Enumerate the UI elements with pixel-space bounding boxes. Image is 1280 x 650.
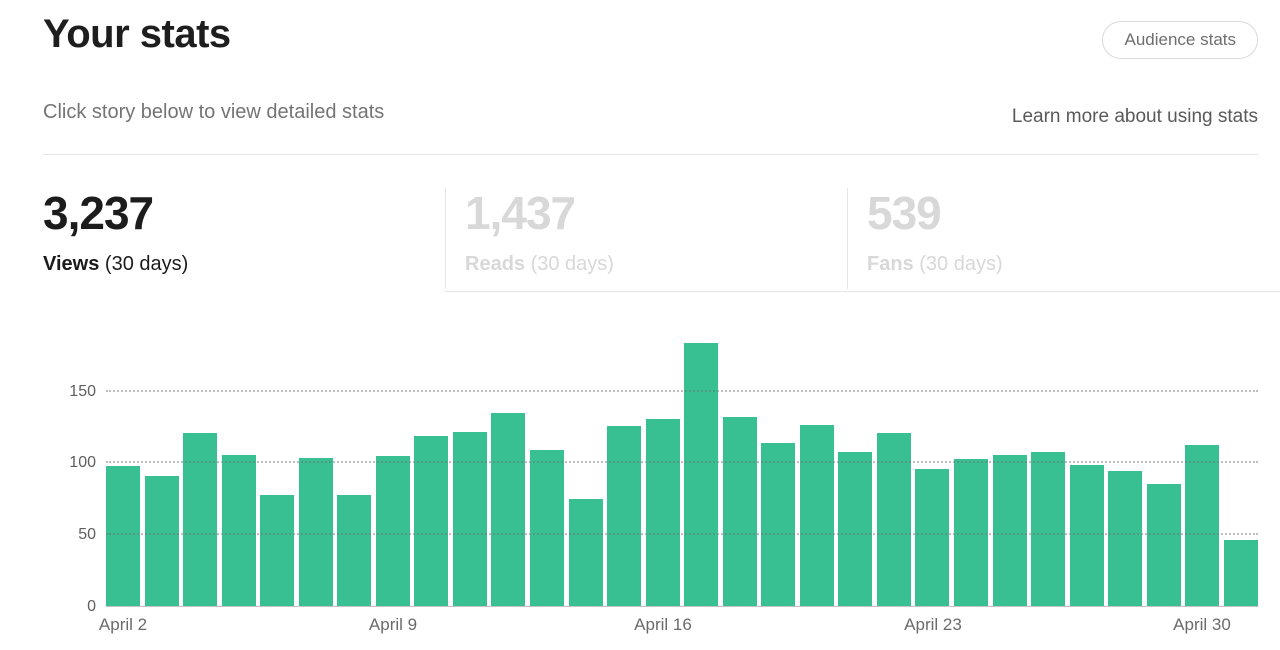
chart-bar-14[interactable] [607, 426, 642, 607]
chart-bar-12[interactable] [530, 450, 565, 607]
chart-y-axis: 0 50 100 150 [43, 327, 96, 615]
chart-bar-6[interactable] [298, 458, 333, 607]
chart-bar-30[interactable] [1223, 540, 1258, 607]
chart-bar-10[interactable] [452, 432, 487, 607]
summary-tabs: 3,237 Views (30 days) 1,437 Reads (30 da… [43, 155, 1280, 292]
y-tick-label-0: 0 [87, 598, 96, 615]
chart-bar-16[interactable] [684, 343, 719, 607]
chart-bar-9[interactable] [414, 436, 449, 607]
tab-divider [847, 188, 848, 289]
chart-bar-2[interactable] [144, 476, 179, 607]
y-tick-label-50: 50 [78, 526, 96, 543]
chart-bar-18[interactable] [761, 443, 796, 607]
fans-period-text: (30 days) [919, 253, 1003, 275]
chart-bar-27[interactable] [1108, 471, 1143, 607]
gridline-50 [106, 533, 1258, 535]
fans-label: Fans (30 days) [867, 253, 1280, 276]
chart-bar-1[interactable] [106, 466, 140, 607]
chart-bar-20[interactable] [838, 452, 873, 607]
chart-bar-28[interactable] [1146, 484, 1181, 607]
views-label-text: Views [43, 253, 100, 275]
chart-plot-area: April 2 April 9 April 16 April 23 April 30 [99, 327, 1258, 634]
reads-value: 1,437 [465, 187, 576, 239]
gridline-150 [106, 390, 1258, 392]
x-tick-label-april-23: April 23 [904, 615, 962, 634]
views-label: Views (30 days) [43, 253, 445, 276]
views-value: 3,237 [43, 187, 154, 239]
chart-bar-19[interactable] [799, 425, 834, 607]
page-subtitle: Click story below to view detailed stats [43, 101, 385, 123]
chart-bar-17[interactable] [722, 417, 757, 607]
audience-stats-button[interactable]: Audience stats [1102, 21, 1258, 59]
chart-bar-8[interactable] [375, 456, 410, 607]
tab-views[interactable]: 3,237 Views (30 days) [43, 155, 445, 292]
views-bar-chart: 0 50 100 150 April 2 April 9 April 16 April 23… [43, 327, 1258, 642]
reads-label-text: Reads [465, 253, 526, 275]
tab-reads[interactable]: 1,437 Reads (30 days) [445, 155, 847, 292]
chart-baseline [106, 606, 1258, 607]
reads-period-text: (30 days) [530, 253, 614, 275]
header-divider [43, 154, 1258, 155]
chart-bar-22[interactable] [915, 469, 950, 607]
page-title: Your stats [43, 12, 231, 56]
learn-more-link[interactable]: Learn more about using stats [1011, 106, 1258, 127]
chart-bar-29[interactable] [1185, 445, 1220, 607]
fans-label-text: Fans [867, 253, 914, 275]
chart-bar-5[interactable] [260, 495, 295, 607]
tab-divider [445, 188, 446, 289]
y-tick-label-150: 150 [69, 383, 96, 400]
fans-value: 539 [867, 187, 942, 239]
x-tick-label-april-2: April 2 [98, 615, 148, 634]
chart-bar-7[interactable] [337, 495, 372, 607]
chart-bar-4[interactable] [221, 455, 256, 607]
x-tick-label-april-30: April 30 [1173, 615, 1231, 634]
views-period-text: (30 days) [104, 253, 189, 275]
chart-bar-24[interactable] [992, 455, 1027, 607]
chart-bar-25[interactable] [1031, 452, 1066, 607]
chart-bar-13[interactable] [568, 499, 603, 607]
chart-bar-26[interactable] [1069, 465, 1104, 607]
gridline-100 [106, 461, 1258, 463]
chart-bar-3[interactable] [183, 433, 218, 607]
reads-label: Reads (30 days) [465, 253, 847, 276]
y-tick-label-100: 100 [69, 454, 96, 471]
chart-bar-21[interactable] [876, 433, 911, 607]
chart-bar-15[interactable] [645, 419, 680, 607]
x-tick-label-april-9: April 9 [368, 615, 418, 634]
chart-bar-11[interactable] [491, 413, 526, 607]
chart-bar-23[interactable] [954, 459, 989, 607]
x-tick-label-april-16: April 16 [634, 615, 692, 634]
tab-fans[interactable]: 539 Fans (30 days) [847, 155, 1280, 292]
chart-bars [106, 327, 1258, 607]
